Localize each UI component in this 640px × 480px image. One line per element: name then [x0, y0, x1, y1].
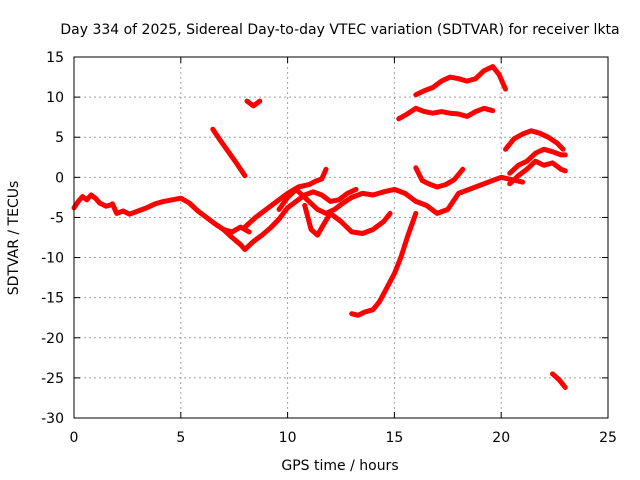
- y-tick-label: -5: [50, 210, 64, 226]
- series-track-12: [413, 64, 508, 98]
- y-axis-tick-labels: -30 -25 -20 -15 -10 -5 0 5 10 15: [41, 50, 64, 427]
- x-axis-tick-labels: 0 5 10 15 20 25: [70, 430, 617, 446]
- y-tick-label: 10: [46, 90, 64, 106]
- axis-ticks: [73, 56, 609, 419]
- series-track-8: [302, 202, 393, 238]
- x-axis-label: GPS time / hours: [281, 458, 398, 474]
- x-tick-label: 25: [599, 430, 617, 446]
- y-tick-label: 15: [46, 50, 64, 66]
- x-tick-label: 10: [279, 430, 297, 446]
- series-track-11: [396, 105, 496, 122]
- x-tick-label: 15: [385, 430, 403, 446]
- series-track-3: [221, 186, 359, 252]
- grid-lines: [74, 57, 608, 418]
- y-tick-label: -10: [41, 251, 64, 267]
- y-tick-label: -15: [41, 291, 64, 307]
- y-tick-label: -25: [41, 371, 64, 387]
- series-track-7: [276, 174, 526, 216]
- series-track-5: [210, 126, 248, 179]
- series-track-9: [349, 210, 419, 318]
- x-tick-label: 20: [492, 430, 510, 446]
- y-axis-label: SDTVAR / TECUs: [6, 181, 22, 296]
- series-track-1: [71, 192, 115, 211]
- series-track-14: [507, 146, 568, 176]
- y-tick-label: 0: [55, 170, 64, 186]
- x-tick-label: 0: [70, 430, 79, 446]
- y-tick-label: 5: [55, 130, 64, 146]
- data-series: [71, 64, 568, 390]
- series-track-10: [413, 165, 466, 190]
- x-tick-label: 5: [176, 430, 185, 446]
- series-track-13: [503, 128, 566, 152]
- chart-title: Day 334 of 2025, Sidereal Day-to-day VTE…: [60, 22, 619, 38]
- series-track-16: [550, 371, 568, 390]
- y-tick-label: -30: [41, 411, 64, 427]
- series-track-6: [244, 98, 263, 109]
- y-tick-label: -20: [41, 331, 64, 347]
- plot-frame: [73, 56, 609, 419]
- series-track-15: [507, 158, 568, 187]
